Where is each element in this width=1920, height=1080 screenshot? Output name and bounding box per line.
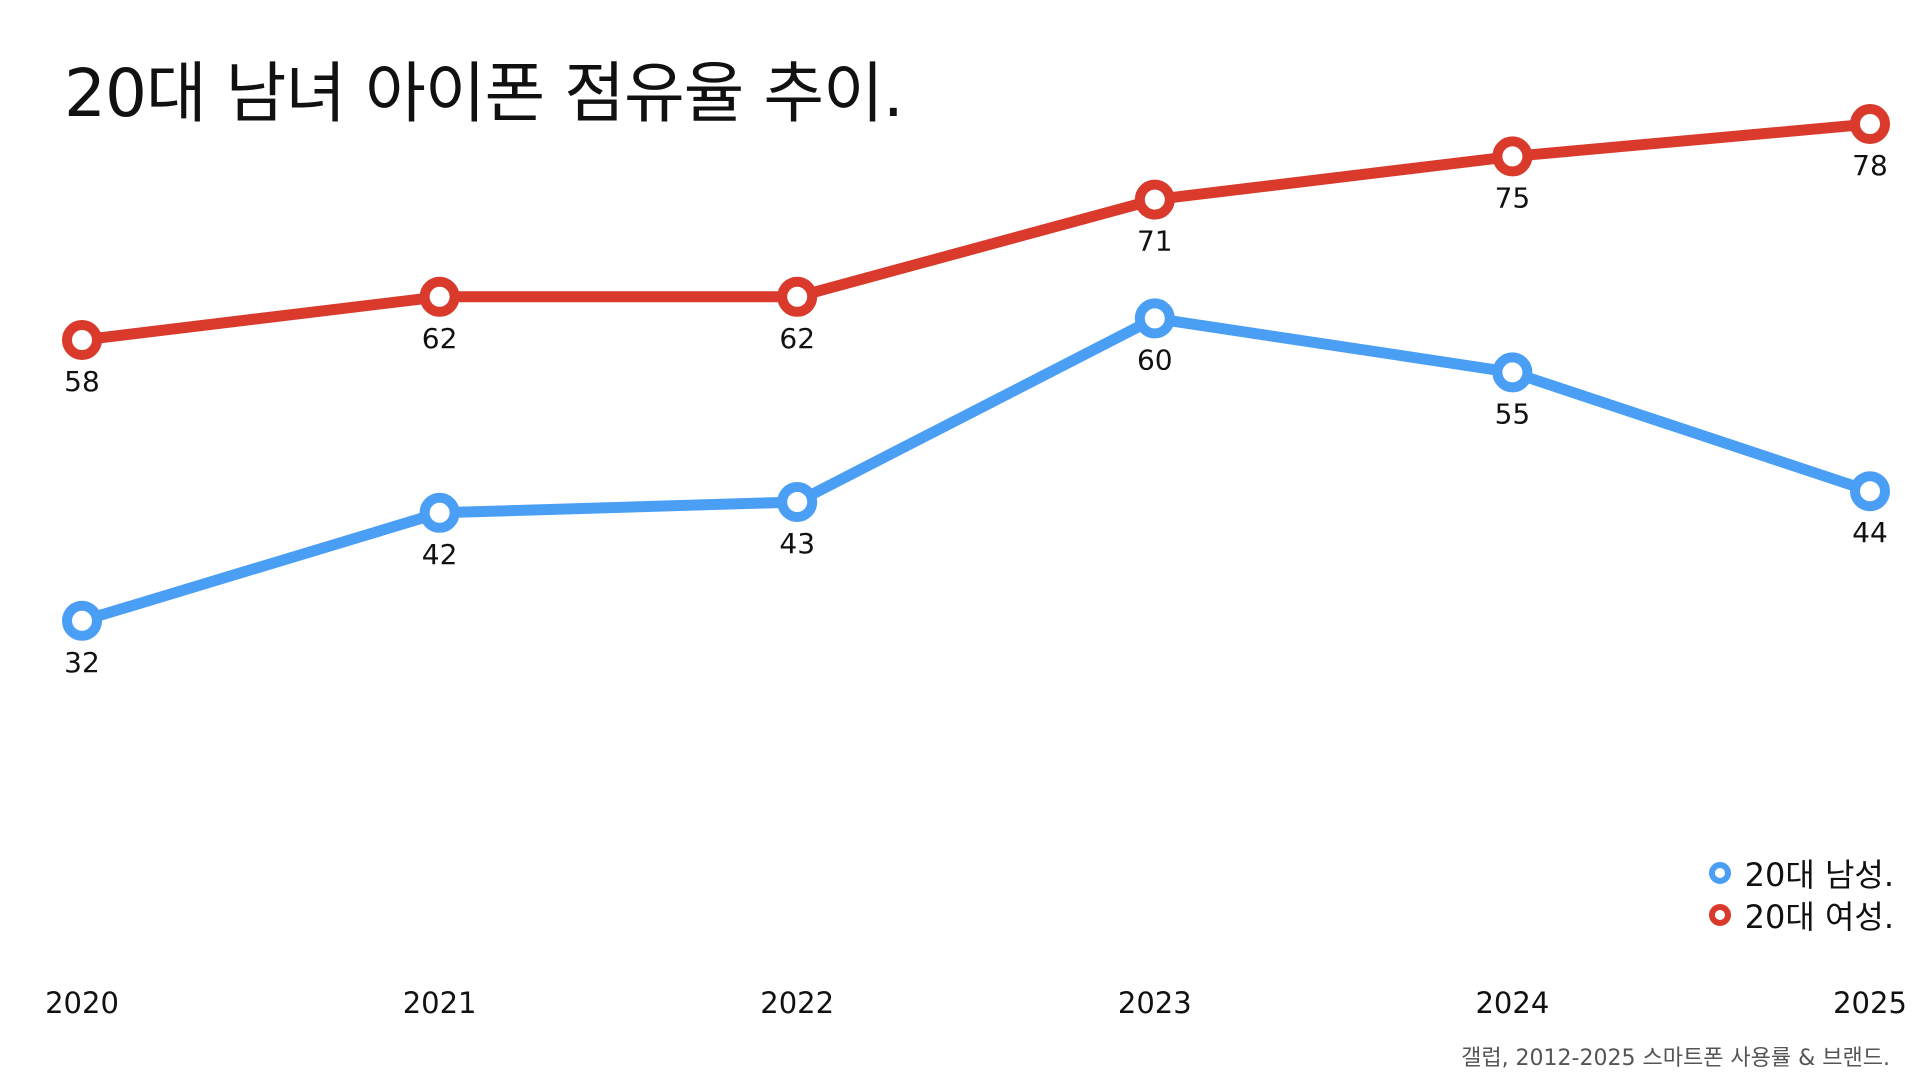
data-label-1-5: 78: [1852, 149, 1888, 182]
data-label-0-5: 44: [1852, 516, 1888, 549]
source-note: 갤럽, 2012-2025 스마트폰 사용률 & 브랜드.: [1461, 1046, 1890, 1071]
data-point-0-2: [777, 482, 818, 522]
legend-marker-male-icon: [1708, 862, 1731, 884]
data-point-0-4: [1492, 352, 1533, 393]
data-label-1-0: 58: [64, 365, 100, 398]
x-tick-label-2021: 2021: [403, 986, 477, 1020]
data-point-1-4: [1492, 136, 1533, 177]
data-label-0-3: 60: [1137, 343, 1173, 376]
legend-marker-female-icon: [1708, 904, 1731, 926]
x-tick-label-2024: 2024: [1475, 986, 1549, 1020]
legend-item-female: 20대 여성.: [1708, 894, 1894, 936]
data-point-1-0: [62, 320, 102, 360]
data-point-1-5: [1850, 104, 1890, 144]
data-point-0-5: [1850, 471, 1890, 512]
x-tick-label-2025: 2025: [1833, 986, 1907, 1020]
data-label-0-1: 42: [422, 538, 458, 571]
data-point-1-3: [1134, 179, 1175, 220]
chart-title: 20대 남녀 아이폰 점유율 추이.: [64, 55, 904, 132]
data-label-0-4: 55: [1495, 397, 1531, 430]
data-point-1-2: [777, 276, 818, 317]
data-label-0-0: 32: [64, 646, 100, 679]
x-tick-label-2020: 2020: [45, 986, 119, 1020]
data-point-1-1: [419, 276, 460, 317]
series-layer: 32 42 43 60 55 44 58 62 62 71 75 78: [62, 104, 1890, 679]
data-label-1-3: 71: [1137, 225, 1173, 258]
data-point-0-0: [62, 600, 102, 641]
x-axis-labels: 2020 2021 2022 2023 2024 2025: [45, 986, 1907, 1020]
series-line-0: [76, 312, 1876, 627]
data-label-0-2: 43: [779, 527, 815, 560]
x-tick-label-2023: 2023: [1118, 986, 1192, 1020]
series-0: 32 42 43 60 55 44: [62, 298, 1890, 679]
series-line-1: [76, 118, 1876, 346]
legend-item-male: 20대 남성.: [1708, 852, 1894, 894]
data-point-0-3: [1134, 298, 1175, 339]
legend-label-female: 20대 여성.: [1744, 898, 1894, 936]
data-point-0-1: [419, 492, 460, 533]
data-label-1-4: 75: [1495, 181, 1531, 214]
data-label-1-1: 62: [422, 322, 458, 355]
legend-label-male: 20대 남성.: [1744, 856, 1894, 894]
series-1: 58 62 62 71 75 78: [62, 104, 1890, 398]
x-tick-label-2022: 2022: [760, 986, 834, 1020]
legend: 20대 남성. 20대 여성.: [1708, 852, 1894, 936]
data-label-1-2: 62: [779, 322, 815, 355]
